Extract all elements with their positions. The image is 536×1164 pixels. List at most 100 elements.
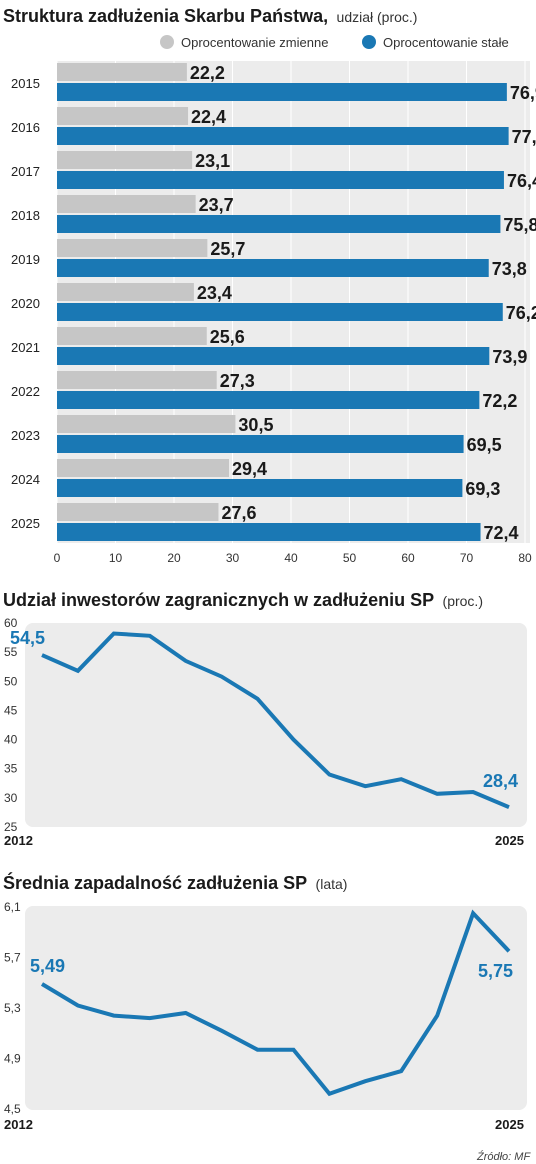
- bar-fixed: [57, 523, 481, 541]
- bar-fixed: [57, 391, 480, 409]
- chart2-end-label: 28,4: [483, 771, 518, 791]
- y-tick-label: 30: [4, 791, 18, 805]
- value-label-variable: 30,5: [238, 415, 273, 435]
- y-tick-label: 50: [4, 674, 18, 688]
- chart3-series: [40, 909, 511, 1097]
- y-tick-label: 5,3: [4, 1001, 21, 1015]
- x-tick-label: 70: [460, 551, 474, 565]
- value-label-variable: 25,6: [210, 327, 245, 347]
- bar-fixed: [57, 479, 463, 497]
- value-label-variable: 23,7: [199, 195, 234, 215]
- value-label-fixed: 72,2: [482, 391, 517, 411]
- bar-variable: [57, 371, 217, 389]
- chart3-y-axis: 4,5 4,9 5,3 5,7 6,1: [4, 900, 21, 1116]
- year-label: 2019: [11, 252, 40, 267]
- value-label-fixed: 76,4: [507, 171, 536, 191]
- y-tick-label: 55: [4, 645, 18, 659]
- value-label-fixed: 69,3: [465, 479, 500, 499]
- value-label-fixed: 75,8: [503, 215, 536, 235]
- bar-variable: [57, 415, 236, 433]
- y-tick-label: 6,1: [4, 900, 21, 914]
- bar-fixed: [57, 215, 501, 233]
- x-tick-label: 60: [401, 551, 415, 565]
- year-label: 2021: [11, 340, 40, 355]
- value-label-fixed: 72,4: [484, 523, 519, 543]
- value-label-variable: 23,1: [195, 151, 230, 171]
- chart3-start-label: 5,49: [30, 956, 65, 976]
- x-tick-label: 0: [54, 551, 61, 565]
- year-label: 2024: [11, 472, 40, 487]
- y-tick-label: 40: [4, 733, 18, 747]
- chart3-plot-area: [25, 906, 527, 1110]
- x-tick-label: 20: [167, 551, 181, 565]
- x-tick-label: 50: [343, 551, 357, 565]
- bar-fixed: [57, 127, 509, 145]
- bar-variable: [57, 195, 196, 213]
- legend-swatch-fixed: [362, 35, 376, 49]
- bar-fixed: [57, 303, 503, 321]
- chart2-title: Udział inwestorów zagranicznych w zadłuż…: [3, 590, 434, 610]
- bar-variable: [57, 239, 208, 257]
- y-tick-label: 35: [4, 762, 18, 776]
- y-tick-label: 4,5: [4, 1102, 21, 1116]
- chart3-end-label: 5,75: [478, 961, 513, 981]
- chart2-x-label-end: 2025: [495, 833, 524, 848]
- y-tick-label: 25: [4, 820, 18, 834]
- bar-fixed: [57, 435, 464, 453]
- bar-variable: [57, 283, 194, 301]
- x-tick-label: 80: [518, 551, 532, 565]
- bar-variable: [57, 107, 189, 125]
- chart2-subtitle: (proc.): [443, 593, 483, 609]
- bar-variable: [57, 459, 229, 477]
- bar-fixed: [57, 347, 490, 365]
- chart2-start-label: 54,5: [10, 628, 45, 648]
- series-line: [41, 631, 510, 810]
- foreign-investors-chart: Udział inwestorów zagranicznych w zadłuż…: [3, 590, 527, 848]
- svg-text:Udział inwestorów zagranicznyc: Udział inwestorów zagranicznych w zadłuż…: [3, 590, 483, 610]
- year-label: 2020: [11, 296, 40, 311]
- year-label: 2022: [11, 384, 40, 399]
- svg-text:Struktura zadłużenia Skarbu Pa: Struktura zadłużenia Skarbu Państwa, udz…: [3, 6, 417, 26]
- year-label: 2023: [11, 428, 40, 443]
- chart1-x-axis: 0 10 20 30 40 50 60 70 80: [54, 551, 532, 565]
- chart1-legend: Oprocentowanie zmienne Oprocentowanie st…: [160, 35, 509, 50]
- year-label: 2015: [11, 76, 40, 91]
- bar-fixed: [57, 259, 489, 277]
- average-maturity-chart: Średnia zapadalność zadłużenia SP (lata)…: [3, 872, 527, 1132]
- value-label-fixed: 76,9: [510, 83, 536, 103]
- bar-variable: [57, 327, 207, 345]
- chart3-x-label-start: 2012: [4, 1117, 33, 1132]
- chart2-y-axis: 25 30 35 40 45 50 55 60: [4, 616, 18, 834]
- bar-variable: [57, 151, 193, 169]
- value-label-fixed: 76,2: [506, 303, 536, 323]
- legend-label-variable: Oprocentowanie zmienne: [181, 35, 328, 50]
- y-tick-label: 5,7: [4, 951, 21, 965]
- chart3-x-label-end: 2025: [495, 1117, 524, 1132]
- value-label-variable: 23,4: [197, 283, 232, 303]
- year-label: 2025: [11, 516, 40, 531]
- y-tick-label: 45: [4, 703, 18, 717]
- chart1-title: Struktura zadłużenia Skarbu Państwa,: [3, 6, 328, 26]
- series-line: [40, 909, 511, 1097]
- value-label-variable: 27,6: [221, 503, 256, 523]
- value-label-variable: 27,3: [220, 371, 255, 391]
- chart1-subtitle: udział (proc.): [337, 9, 418, 25]
- value-label-fixed: 77,2: [512, 127, 536, 147]
- debt-structure-chart: Struktura zadłużenia Skarbu Państwa, udz…: [3, 6, 536, 565]
- chart2-series: [41, 631, 510, 810]
- chart1-bars: 2015 22,2 76,9 2016 22,4 77,2 2017 23,1 76,4 2018…: [11, 63, 536, 543]
- x-tick-label: 30: [226, 551, 240, 565]
- legend-swatch-variable: [160, 35, 174, 49]
- value-label-variable: 25,7: [210, 239, 245, 259]
- year-label: 2017: [11, 164, 40, 179]
- bar-fixed: [57, 171, 504, 189]
- value-label-fixed: 73,9: [492, 347, 527, 367]
- value-label-variable: 22,2: [190, 63, 225, 83]
- y-tick-label: 60: [4, 616, 18, 630]
- bar-variable: [57, 503, 219, 521]
- legend-label-fixed: Oprocentowanie stałe: [383, 35, 509, 50]
- value-label-variable: 22,4: [191, 107, 226, 127]
- x-tick-label: 40: [284, 551, 298, 565]
- chart2-plot-area: [25, 623, 527, 827]
